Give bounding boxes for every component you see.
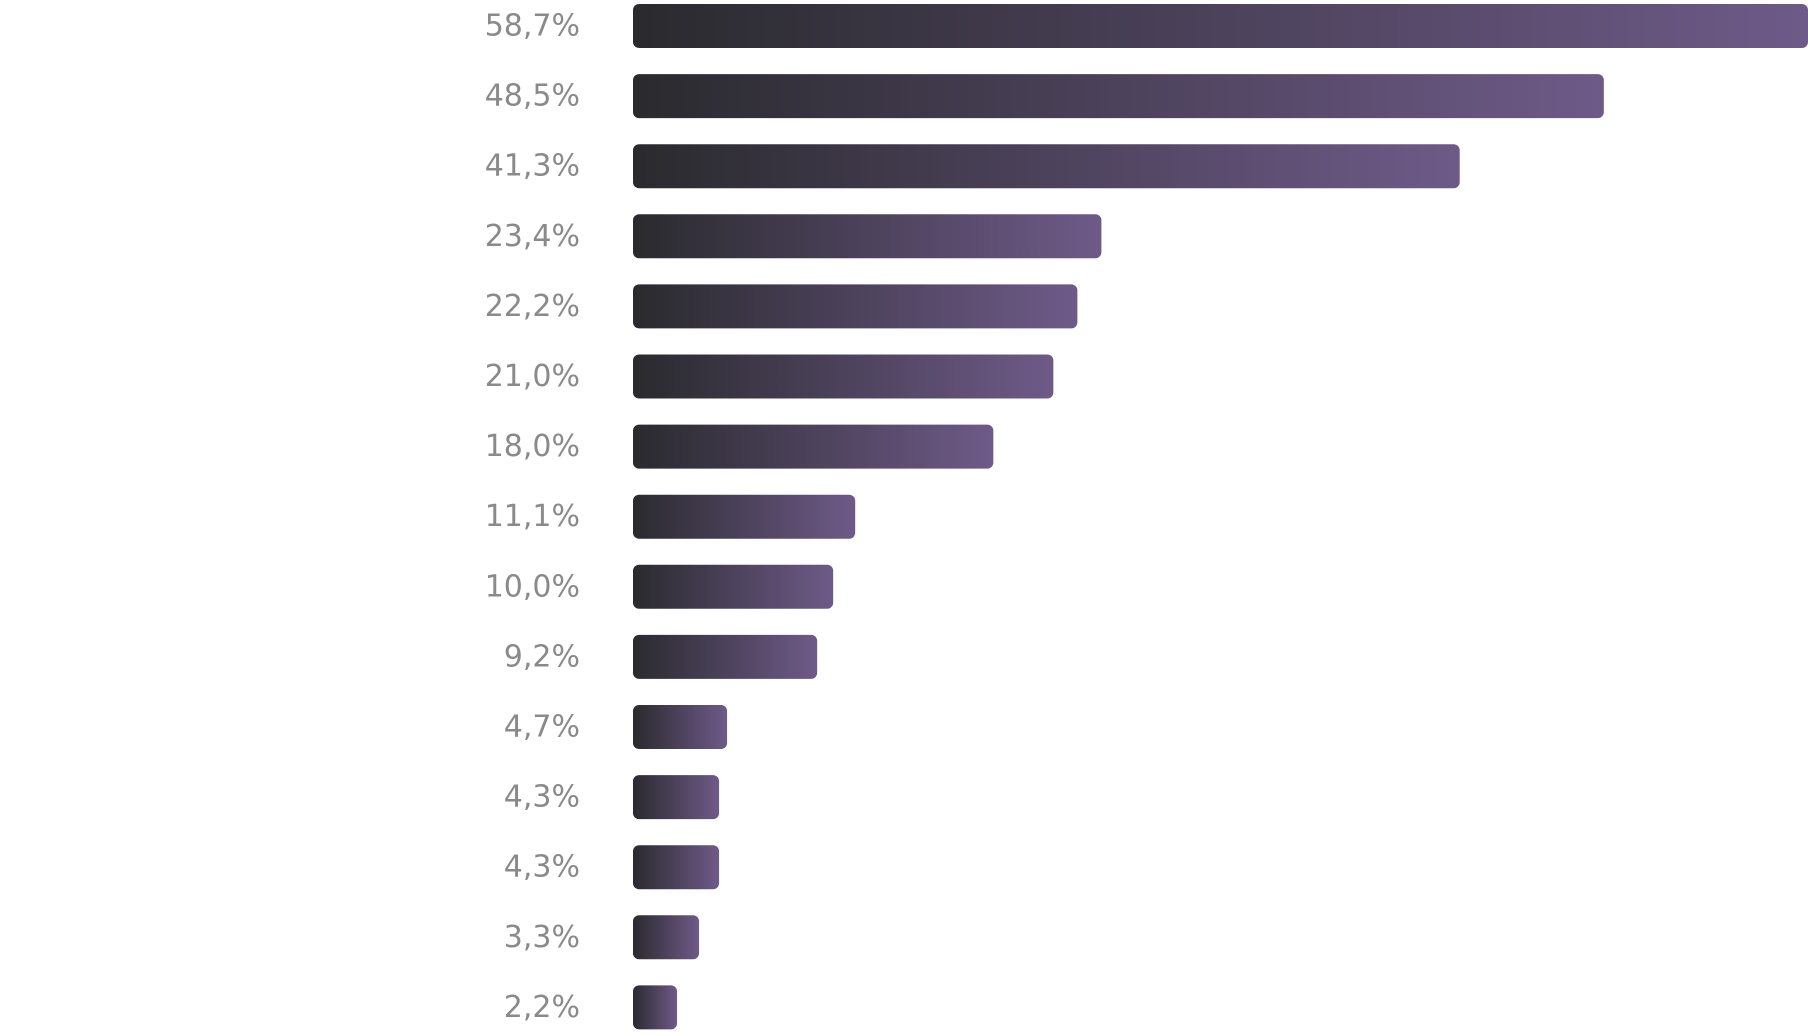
bar-value-label: 4,3% (504, 780, 580, 815)
bar-value-label: 48,5% (485, 79, 580, 114)
bar-value-label: 22,2% (485, 289, 580, 324)
bar (633, 634, 818, 679)
bar (633, 284, 1078, 329)
bar (633, 494, 856, 539)
bar (633, 354, 1054, 399)
bar-value-label: 11,1% (485, 499, 580, 534)
bar-value-label: 3,3% (504, 920, 580, 955)
bar (633, 74, 1604, 119)
bar-value-label: 10,0% (485, 569, 580, 604)
bar (633, 144, 1460, 189)
bar-value-label: 4,3% (504, 850, 580, 885)
bar (633, 775, 720, 820)
bar-value-label: 23,4% (485, 219, 580, 254)
bar-value-label: 18,0% (485, 429, 580, 464)
bar-value-label: 58,7% (485, 9, 580, 44)
bar (633, 4, 1808, 48)
bar (633, 985, 678, 1030)
bar (633, 915, 700, 960)
bar (633, 845, 720, 890)
bar (633, 564, 834, 609)
bar-value-label: 9,2% (504, 639, 580, 674)
bar-value-label: 41,3% (485, 149, 580, 184)
bar (633, 424, 994, 469)
bar-value-label: 2,2% (504, 990, 580, 1025)
bar (633, 214, 1102, 259)
bar (633, 705, 728, 749)
bar-value-label: 4,7% (504, 710, 580, 745)
bar-value-label: 21,0% (485, 359, 580, 394)
